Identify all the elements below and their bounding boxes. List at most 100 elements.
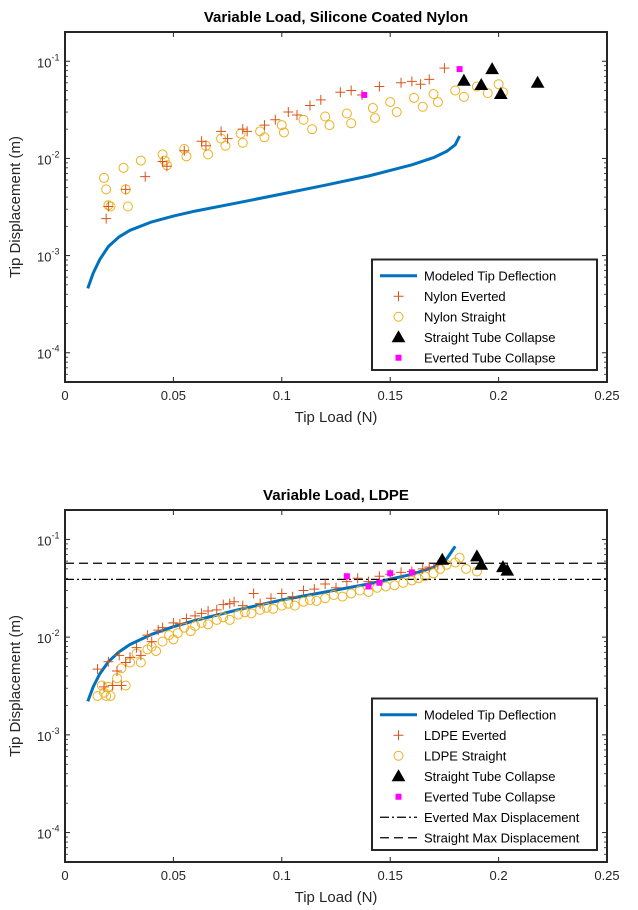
- data-point: [428, 89, 439, 100]
- data-point: [387, 570, 394, 577]
- data-point: [157, 156, 168, 167]
- data-point: [96, 680, 107, 691]
- data-point: [157, 636, 168, 647]
- data-point: [99, 681, 110, 692]
- legend-swatch: [391, 769, 406, 782]
- data-point: [92, 664, 103, 675]
- markers-straight-tube-collapse: [435, 549, 515, 576]
- data-point: [482, 88, 493, 99]
- data-point: [298, 585, 309, 596]
- plot-area: [65, 545, 607, 702]
- data-point: [237, 124, 248, 135]
- x-tick-label: 0.1: [273, 868, 291, 883]
- data-point: [474, 557, 489, 570]
- legend-label: Straight Tube Collapse: [424, 330, 556, 345]
- legend-item: LDPE Straight: [393, 748, 507, 763]
- data-point: [135, 155, 146, 166]
- data-point: [385, 97, 396, 108]
- y-tick-label: 10-1: [37, 52, 59, 70]
- data-point: [457, 73, 471, 86]
- legend-label: Straight Tube Collapse: [424, 769, 556, 784]
- legend-label: Everted Max Displacement: [424, 810, 580, 825]
- data-point: [500, 563, 515, 576]
- data-point: [396, 77, 407, 88]
- x-axis-label: Tip Load (N): [295, 889, 378, 906]
- data-point: [287, 591, 298, 602]
- legend-label: LDPE Everted: [424, 728, 506, 743]
- data-point: [146, 636, 157, 647]
- legend-item: Everted Tube Collapse: [395, 350, 556, 365]
- legend-swatch: [393, 730, 404, 741]
- data-point: [493, 79, 504, 90]
- legend-swatch: [395, 793, 402, 800]
- data-point: [365, 583, 372, 590]
- data-point: [233, 609, 244, 620]
- data-point: [415, 79, 426, 90]
- x-tick-label: 0.2: [490, 868, 508, 883]
- data-point: [346, 118, 357, 129]
- data-point: [259, 120, 270, 131]
- data-point: [485, 62, 499, 75]
- data-point: [255, 598, 266, 609]
- markers-nylon-straight: [99, 79, 508, 212]
- y-tick-label: 10-3: [37, 247, 59, 265]
- data-point: [261, 602, 272, 613]
- data-point: [335, 87, 346, 98]
- legend-label: Modeled Tip Deflection: [424, 268, 556, 283]
- data-point: [239, 607, 250, 618]
- legend-label: Everted Tube Collapse: [424, 789, 556, 804]
- data-point: [346, 588, 357, 599]
- x-tick-label: 0.1: [273, 388, 291, 403]
- data-point: [406, 575, 417, 586]
- model-line: [86, 135, 461, 289]
- data-point: [454, 552, 465, 563]
- data-point: [367, 103, 378, 114]
- legend-item: Straight Tube Collapse: [391, 330, 556, 345]
- y-tick-label: 10-1: [37, 530, 59, 548]
- data-point: [237, 600, 248, 611]
- data-point: [107, 680, 118, 691]
- data-point: [352, 573, 363, 584]
- data-point: [470, 549, 484, 562]
- data-point: [211, 604, 222, 615]
- x-tick-label: 0.05: [161, 388, 186, 403]
- y-axis-label: Tip Displacement (m): [7, 615, 24, 757]
- data-point: [105, 690, 116, 701]
- data-point: [255, 126, 266, 137]
- data-point: [298, 114, 309, 125]
- x-tick-label: 0.05: [161, 868, 186, 883]
- legend-label: Everted Tube Collapse: [424, 350, 556, 365]
- data-point: [374, 81, 385, 92]
- data-point: [122, 201, 133, 212]
- y-tick-label: 10-2: [37, 149, 59, 167]
- data-point: [118, 162, 129, 173]
- data-point: [396, 567, 407, 578]
- data-point: [190, 621, 201, 632]
- series-modeled-tip-deflection: [86, 135, 461, 289]
- y-axis-label: Tip Displacement (m): [7, 136, 24, 278]
- data-point: [179, 145, 190, 156]
- legend-label: Straight Max Displacement: [424, 830, 580, 845]
- y-tick-label: 10-4: [37, 824, 59, 842]
- data-point: [265, 593, 276, 604]
- legend-item: Straight Max Displacement: [380, 830, 580, 845]
- y-tick-label: 10-2: [37, 628, 59, 646]
- data-point: [270, 114, 281, 125]
- data-point: [424, 562, 435, 573]
- data-point: [391, 107, 402, 118]
- data-point: [417, 101, 428, 112]
- data-point: [304, 100, 315, 111]
- data-point: [211, 614, 222, 625]
- data-point: [101, 213, 112, 224]
- data-point: [307, 124, 318, 135]
- data-point: [112, 666, 123, 677]
- data-point: [268, 603, 279, 614]
- data-point: [242, 126, 253, 137]
- data-point: [311, 595, 322, 606]
- legend-item: Nylon Everted: [393, 289, 506, 304]
- data-point: [120, 657, 131, 668]
- data-point: [374, 571, 385, 582]
- data-point: [291, 109, 302, 120]
- data-point: [157, 622, 168, 633]
